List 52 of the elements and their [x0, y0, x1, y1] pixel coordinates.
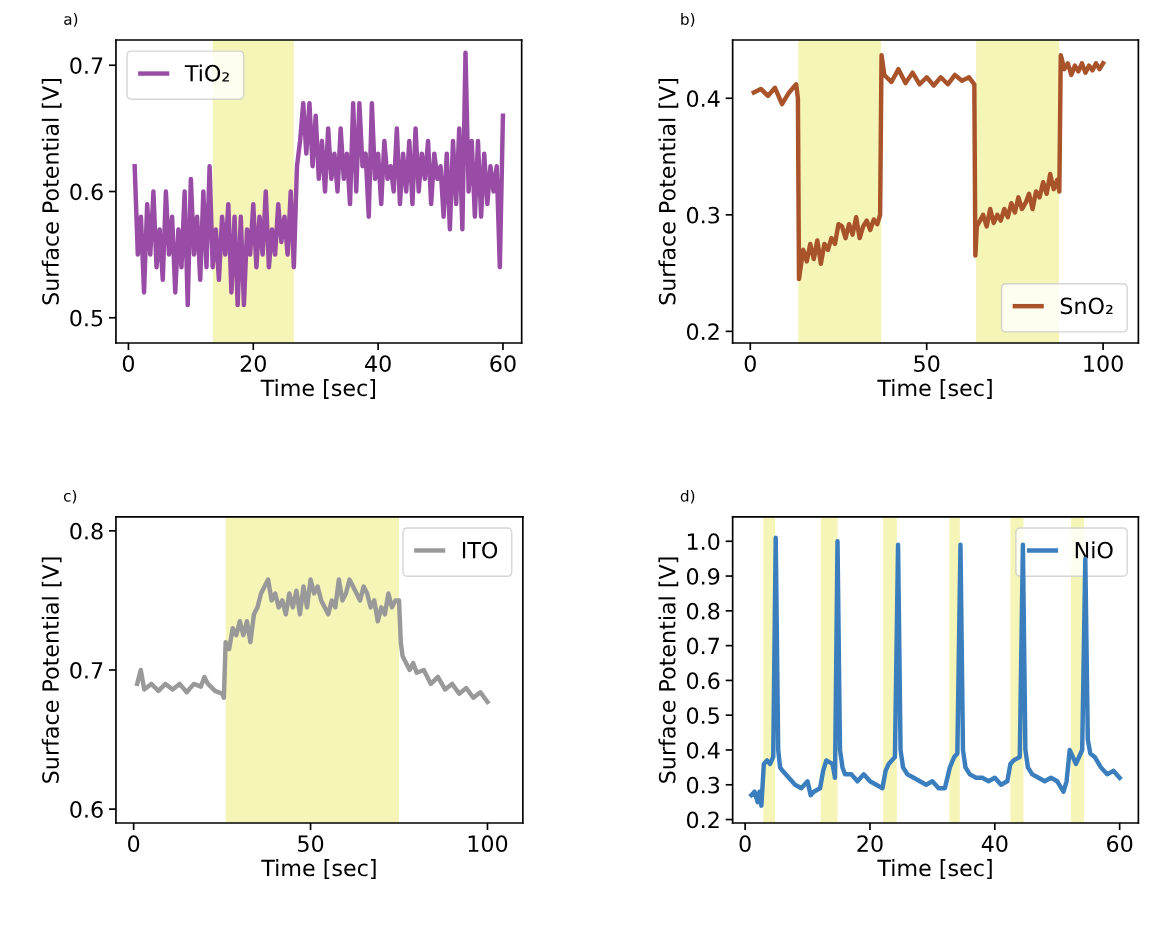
y-tick-label: 0.6	[70, 183, 103, 201]
x-axis-title: Time [sec]	[260, 379, 376, 399]
legend-label: TiO₂	[184, 64, 229, 82]
chart-title: d)	[680, 489, 695, 504]
y-tick-label: 0.6	[686, 672, 720, 690]
chart-title: a)	[64, 13, 78, 27]
y-axis-title: Surface Potential [V]	[41, 79, 62, 305]
x-tick-label: 60	[1107, 835, 1133, 853]
y-tick-label: 0.8	[70, 522, 103, 540]
y-tick-label: 0.2	[686, 811, 719, 829]
y-tick-label: 0.8	[686, 602, 720, 620]
x-tick-label: 20	[240, 355, 266, 373]
y-axis-title: Surface Potential [V]	[41, 557, 62, 783]
x-tick-label: 0	[128, 835, 140, 853]
x-tick-label: 100	[468, 835, 508, 853]
legend-label: SnO₂	[1060, 297, 1113, 315]
y-tick-label: 0.7	[686, 637, 719, 655]
y-tick-label: 0.9	[686, 568, 720, 585]
x-tick-label: 50	[298, 835, 324, 853]
x-tick-label: 20	[857, 835, 883, 853]
line-series	[132, 50, 506, 308]
y-tick-label: 0.3	[686, 206, 720, 224]
y-axis-title: Surface Potential [V]	[658, 79, 679, 305]
x-axis-title: Time [sec]	[261, 859, 376, 879]
x-axis-title: Time [sec]	[877, 379, 992, 399]
chart-title: b)	[681, 13, 695, 27]
y-tick-label: 0.7	[70, 57, 103, 75]
y-tick-label: 1.0	[687, 533, 720, 551]
line-series	[749, 535, 1122, 808]
line-series	[751, 52, 1106, 282]
x-tick-label: 100	[1084, 355, 1123, 373]
y-tick-label: 0.2	[686, 323, 719, 341]
x-tick-label: 60	[490, 355, 516, 373]
legend-label: ITO	[462, 541, 498, 559]
x-tick-label: 0	[739, 835, 751, 853]
line-series	[134, 577, 490, 705]
y-axis-title: Surface Potential [V]	[658, 557, 679, 783]
legend-label: NiO	[1075, 541, 1113, 559]
x-tick-label: 50	[914, 355, 940, 373]
y-tick-label: 0.5	[686, 707, 719, 724]
x-tick-label: 40	[365, 355, 391, 373]
y-tick-label: 0.3	[686, 776, 720, 794]
x-tick-label: 40	[981, 835, 1008, 853]
x-axis-title: Time [sec]	[877, 859, 992, 879]
chart-title: c)	[63, 489, 77, 504]
y-tick-label: 0.6	[70, 801, 103, 818]
x-tick-label: 0	[122, 355, 135, 373]
y-tick-label: 0.5	[70, 309, 103, 327]
x-tick-label: 0	[744, 355, 756, 373]
y-tick-label: 0.7	[70, 661, 103, 679]
y-tick-label: 0.4	[686, 741, 720, 759]
y-tick-label: 0.4	[686, 90, 720, 108]
